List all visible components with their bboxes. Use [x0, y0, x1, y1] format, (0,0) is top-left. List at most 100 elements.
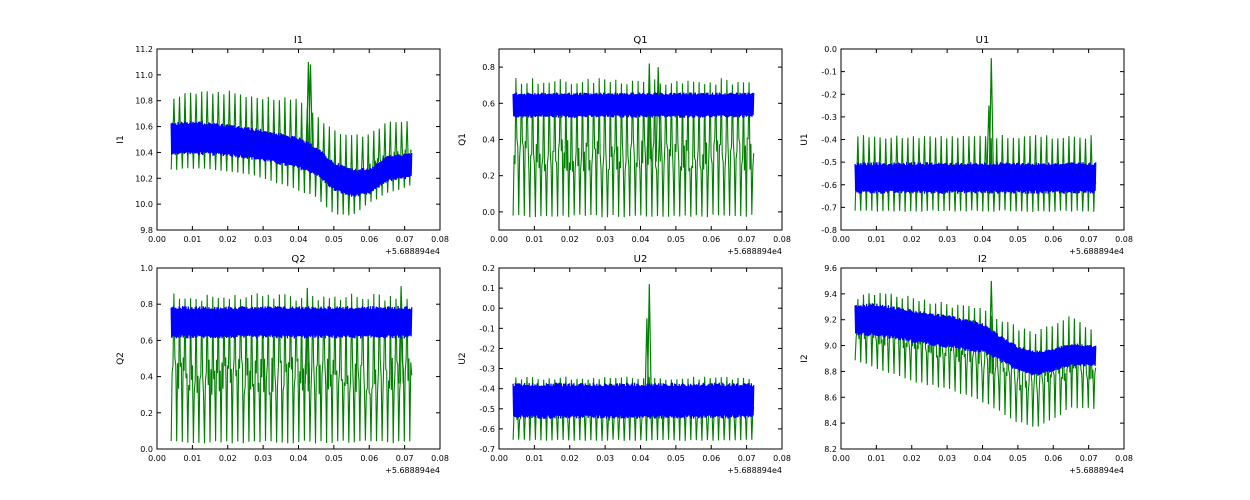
x-tick-label: 0.07	[1080, 454, 1098, 463]
x-tick-label: 0.08	[1115, 454, 1133, 463]
x-tick-label: 0.07	[1080, 235, 1098, 244]
y-tick-label: -0.6	[821, 181, 837, 190]
y-tick-label: 8.8	[824, 367, 837, 376]
y-tick-label: -0.6	[479, 425, 495, 434]
x-tick-label: 0.08	[1115, 235, 1133, 244]
y-tick-label: -0.8	[821, 226, 837, 235]
y-tick-label: 0.6	[482, 99, 495, 108]
x-tick-label: 0.03	[254, 235, 272, 244]
x-tick-label: 0.01	[525, 454, 543, 463]
y-tick-label: 0.0	[824, 45, 837, 54]
x-tick-label: 0.05	[325, 235, 343, 244]
y-tick-label: 10.8	[135, 97, 153, 106]
x-offset-label: +5.688894e4	[385, 247, 440, 256]
x-tick-label: 0.07	[738, 454, 756, 463]
x-tick-label: 0.05	[667, 235, 685, 244]
y-axis-label: U1	[800, 133, 810, 145]
series-spike	[398, 286, 404, 384]
x-tick-label: 0.03	[596, 454, 614, 463]
x-tick-label: 0.01	[183, 454, 201, 463]
y-tick-label: 0.0	[482, 304, 495, 313]
x-tick-label: 0.01	[183, 235, 201, 244]
y-tick-label: -0.5	[479, 405, 495, 414]
plot-area	[170, 61, 413, 216]
y-axis-label: Q2	[116, 352, 126, 365]
x-offset-label: +5.688894e4	[727, 466, 782, 475]
subplot-title: I2	[978, 254, 987, 265]
x-tick-label: 0.07	[396, 235, 414, 244]
plot-area	[512, 63, 755, 218]
y-tick-label: 1.0	[140, 264, 153, 273]
subplot-title: U1	[976, 35, 990, 46]
x-tick-label: 0.02	[561, 235, 579, 244]
y-axis-label: U2	[458, 352, 468, 364]
plot-area	[854, 280, 1097, 427]
y-tick-label: 0.0	[482, 208, 495, 217]
x-tick-label: 0.01	[867, 235, 885, 244]
y-tick-label: 10.6	[135, 123, 153, 132]
y-tick-label: 9.8	[140, 226, 153, 235]
x-tick-label: 0.07	[738, 235, 756, 244]
y-tick-label: -0.5	[821, 158, 837, 167]
x-tick-label: 0.04	[632, 235, 650, 244]
y-tick-label: 0.6	[140, 336, 153, 345]
y-tick-label: 0.2	[482, 264, 495, 273]
y-tick-label: 10.4	[135, 148, 153, 157]
series-spike	[305, 61, 312, 160]
series-spike	[304, 287, 311, 384]
x-tick-label: 0.06	[1044, 235, 1062, 244]
x-tick-label: 0.00	[148, 454, 166, 463]
y-tick-label: -0.2	[479, 344, 495, 353]
subplot-title: Q1	[633, 35, 647, 46]
x-offset-label: +5.688894e4	[1069, 466, 1124, 475]
y-axis-label: I1	[116, 135, 126, 143]
x-tick-label: 0.00	[490, 454, 508, 463]
y-tick-label: 0.2	[482, 172, 495, 181]
x-tick-label: 0.04	[290, 235, 308, 244]
subplot-I1: 0.00 0.01 0.02 0.03 0.04 0.05 0.06 0.07 0.08 9.8 1…	[116, 35, 449, 256]
y-tick-label: 11.0	[135, 71, 153, 80]
y-tick-label: 0.0	[140, 445, 153, 454]
subplot-U2: 0.00 0.01 0.02 0.03 0.04 0.05 0.06 0.07 0.08 -0.7…	[458, 254, 791, 475]
y-tick-label: 9.0	[824, 342, 837, 351]
x-offset-label: +5.688894e4	[1069, 247, 1124, 256]
y-tick-label: 10.0	[135, 200, 153, 209]
x-tick-label: 0.04	[974, 235, 992, 244]
x-tick-label: 0.06	[360, 235, 378, 244]
y-tick-label: 0.2	[140, 409, 153, 418]
x-tick-label: 0.02	[219, 235, 237, 244]
x-tick-label: 0.04	[632, 454, 650, 463]
x-tick-label: 0.02	[219, 454, 237, 463]
x-offset-label: +5.688894e4	[727, 247, 782, 256]
x-tick-label: 0.05	[667, 454, 685, 463]
subplot-U1: 0.00 0.01 0.02 0.03 0.04 0.05 0.06 0.07 0.08 -0.8…	[800, 35, 1133, 256]
x-tick-label: 0.03	[596, 235, 614, 244]
subplot-title: I1	[294, 35, 303, 46]
y-tick-label: -0.7	[479, 445, 495, 454]
y-tick-label: 9.2	[824, 316, 837, 325]
y-tick-label: -0.1	[479, 324, 495, 333]
x-tick-label: 0.05	[1009, 235, 1027, 244]
subplot-Q2: 0.00 0.01 0.02 0.03 0.04 0.05 0.06 0.07 0.08 0.0 0…	[116, 254, 449, 475]
x-tick-label: 0.00	[832, 454, 850, 463]
y-tick-label: -0.1	[821, 68, 837, 77]
y-tick-label: 8.4	[824, 419, 837, 428]
y-tick-label: -0.4	[821, 136, 837, 145]
x-tick-label: 0.07	[396, 454, 414, 463]
x-tick-label: 0.04	[974, 454, 992, 463]
series-spike	[307, 64, 314, 161]
y-tick-label: 11.2	[135, 45, 153, 54]
y-tick-label: 9.4	[824, 290, 837, 299]
x-tick-label: 0.03	[938, 454, 956, 463]
series-line-blue	[854, 162, 1097, 194]
x-tick-label: 0.03	[938, 235, 956, 244]
x-tick-label: 0.01	[525, 235, 543, 244]
y-tick-label: -0.3	[821, 113, 837, 122]
plot-area	[170, 286, 413, 444]
x-tick-label: 0.08	[773, 454, 791, 463]
series-line-blue	[170, 305, 413, 339]
x-tick-label: 0.00	[148, 235, 166, 244]
x-tick-label: 0.06	[702, 454, 720, 463]
x-tick-label: 0.06	[360, 454, 378, 463]
series-spike	[986, 105, 992, 182]
